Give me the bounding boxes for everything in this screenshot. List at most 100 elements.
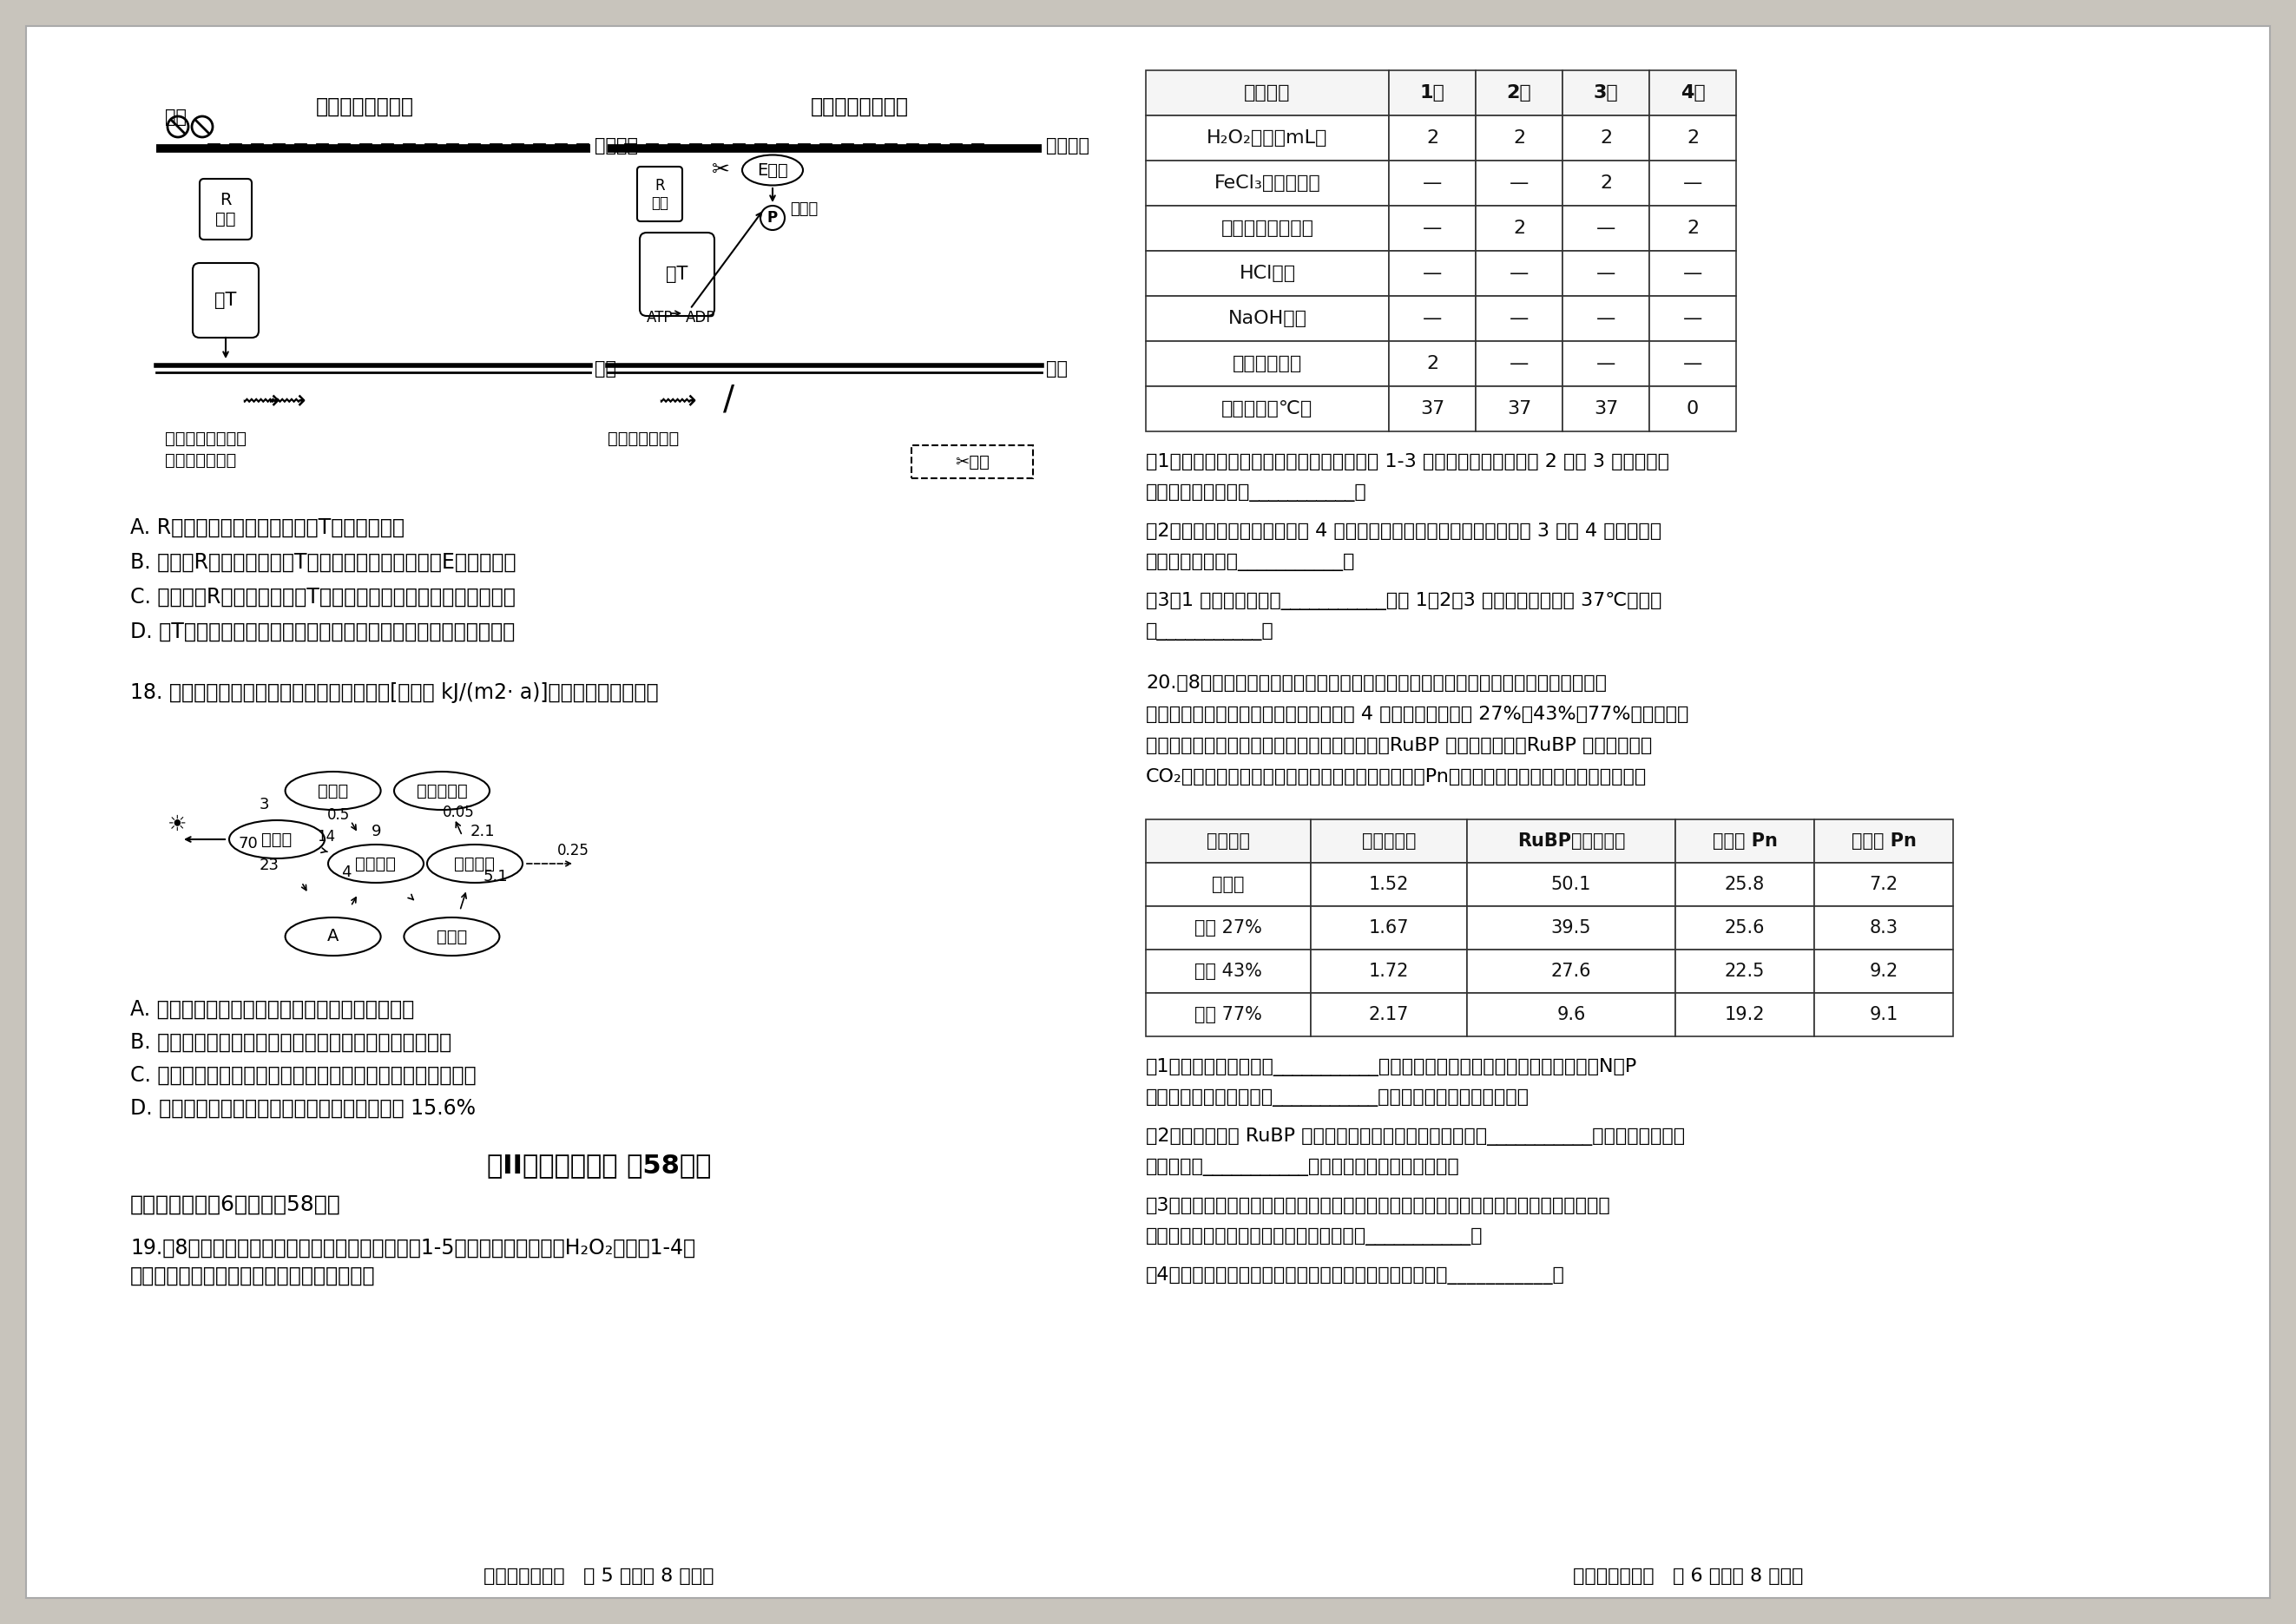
Text: 遮光 77%: 遮光 77%: [1194, 1005, 1263, 1023]
Text: 遮光 27%: 遮光 27%: [1194, 919, 1263, 937]
Text: —: —: [1424, 219, 1442, 237]
Text: 4: 4: [342, 864, 351, 880]
Text: 试管操作: 试管操作: [1244, 84, 1290, 102]
Text: —: —: [1508, 265, 1529, 283]
Text: 23: 23: [259, 857, 280, 874]
Bar: [1814, 906, 1954, 950]
Bar: [1389, 115, 1476, 161]
Text: 此可以得出的结论是___________。: 此可以得出的结论是___________。: [1146, 484, 1366, 502]
Bar: [1564, 161, 1649, 206]
Text: 在有乙烯的条件下: 在有乙烯的条件下: [315, 96, 413, 117]
Text: —: —: [1596, 310, 1616, 326]
Text: 25.6: 25.6: [1724, 919, 1766, 937]
Text: B. 乙烯与R蛋白结合后，酶T的活性被抑制，不能催化E蛋白磷酸化: B. 乙烯与R蛋白结合后，酶T的活性被抑制，不能催化E蛋白磷酸化: [131, 552, 517, 573]
Text: ADP: ADP: [687, 310, 716, 325]
Bar: [1564, 70, 1649, 115]
Text: 19.（8分）下表是验证酶的催化特性的几组实验，1-5号试管内装有等量的H₂O₂溶液，1-4号: 19.（8分）下表是验证酶的催化特性的几组实验，1-5号试管内装有等量的H₂O₂…: [131, 1237, 696, 1259]
Bar: [1146, 250, 1389, 296]
Text: 鲜肝研磨液（滴）: 鲜肝研磨液（滴）: [1221, 219, 1313, 237]
Text: 37: 37: [1506, 400, 1531, 417]
Bar: [1467, 862, 1676, 906]
Bar: [1146, 820, 1311, 862]
Text: 25.8: 25.8: [1724, 875, 1766, 893]
Text: 19.2: 19.2: [1724, 1005, 1766, 1023]
Text: —: —: [1508, 356, 1529, 372]
Text: （3）1 号试管的作用是___________，将 1、2、3 号试管温度控制在 37℃的原因: （3）1 号试管的作用是___________，将 1、2、3 号试管温度控制在…: [1146, 593, 1662, 611]
Bar: [1676, 820, 1814, 862]
Bar: [1389, 341, 1476, 387]
Text: 37: 37: [1593, 400, 1619, 417]
Bar: [1676, 992, 1814, 1036]
Text: 生产者: 生产者: [262, 831, 292, 848]
Text: 1号: 1号: [1419, 84, 1444, 102]
Text: 0.05: 0.05: [443, 804, 475, 820]
Text: RuBP羧化酶活性: RuBP羧化酶活性: [1518, 833, 1626, 849]
Text: 在植物体内可以用以合成___________等物质（至少列两种物质）。: 在植物体内可以用以合成___________等物质（至少列两种物质）。: [1146, 1090, 1529, 1108]
Text: 有乙烯生理反应: 有乙烯生理反应: [165, 451, 236, 469]
Text: 率逐渐提高。请根据表格内容分析其原因：___________。: 率逐渐提高。请根据表格内容分析其原因：___________。: [1146, 1228, 1483, 1246]
Text: 1.72: 1.72: [1368, 963, 1410, 979]
Bar: [1564, 206, 1649, 250]
Text: —: —: [1683, 356, 1701, 372]
Bar: [1476, 250, 1564, 296]
Text: —: —: [1508, 174, 1529, 192]
Text: 2: 2: [1688, 219, 1699, 237]
Bar: [1814, 992, 1954, 1036]
FancyBboxPatch shape: [641, 232, 714, 317]
Bar: [1146, 206, 1389, 250]
Text: 未利用: 未利用: [436, 929, 466, 945]
FancyBboxPatch shape: [193, 263, 259, 338]
Bar: [1146, 950, 1311, 992]
Bar: [1389, 206, 1476, 250]
Text: 二、非选择题（6小题，共58分）: 二、非选择题（6小题，共58分）: [131, 1194, 340, 1215]
Text: 内质网膜: 内质网膜: [1047, 136, 1088, 154]
Bar: [1467, 820, 1676, 862]
Text: （2）用带有火星的卫生香插入 4 号试管内，未出现复燃现象，通过对比 3 号和 4 号试管的实: （2）用带有火星的卫生香插入 4 号试管内，未出现复燃现象，通过对比 3 号和 …: [1146, 523, 1662, 539]
Text: 有机物输入: 有机物输入: [416, 783, 468, 799]
Bar: [1476, 341, 1564, 387]
Bar: [1467, 950, 1676, 992]
Text: 9.2: 9.2: [1869, 963, 1899, 979]
Bar: [1389, 70, 1476, 115]
Bar: [1476, 206, 1564, 250]
Text: A: A: [328, 929, 340, 945]
Bar: [1649, 206, 1736, 250]
Text: 50.1: 50.1: [1552, 875, 1591, 893]
Bar: [1146, 862, 1311, 906]
Bar: [1649, 387, 1736, 432]
Text: 2: 2: [1688, 130, 1699, 146]
Text: 酶T: 酶T: [666, 266, 689, 283]
Text: 保持温度（℃）: 保持温度（℃）: [1221, 400, 1313, 417]
Bar: [1649, 70, 1736, 115]
Bar: [1564, 296, 1649, 341]
Text: 在无乙烯的条件下: 在无乙烯的条件下: [810, 96, 909, 117]
FancyBboxPatch shape: [638, 167, 682, 221]
Bar: [1146, 70, 1389, 115]
Text: 20.（8分）农业生产中花生与玉米、小麦等作物间作、套种形成遮光问题。研究者将健: 20.（8分）农业生产中花生与玉米、小麦等作物间作、套种形成遮光问题。研究者将健: [1146, 674, 1607, 692]
Bar: [1467, 906, 1676, 950]
Text: E蛋白: E蛋白: [758, 162, 788, 179]
Bar: [1389, 250, 1476, 296]
Text: ✂: ✂: [712, 159, 730, 180]
Text: A. 流经该生态系统的总能量是生产者固定的太阳能: A. 流经该生态系统的总能量是生产者固定的太阳能: [131, 999, 413, 1020]
Text: —: —: [1683, 310, 1701, 326]
Text: 内质网膜: 内质网膜: [595, 136, 638, 154]
Text: NaOH溶液: NaOH溶液: [1228, 310, 1306, 326]
Text: 康、长势相同的花生幼苗若干随机均分为 4 组，设置遮光率为 27%、43%、77%、对照组。: 康、长势相同的花生幼苗若干随机均分为 4 组，设置遮光率为 27%、43%、77…: [1146, 706, 1688, 723]
FancyBboxPatch shape: [25, 26, 2271, 1598]
Text: 无乙烯生理反应: 无乙烯生理反应: [608, 430, 680, 447]
Text: （4）根据研究结果，请你对提高农作物产量提出合理建议___________。: （4）根据研究结果，请你对提高农作物产量提出合理建议___________。: [1146, 1267, 1566, 1285]
Text: —: —: [1596, 356, 1616, 372]
Text: 3: 3: [259, 797, 269, 812]
Text: 第II卷（非选择题 共58分）: 第II卷（非选择题 共58分）: [487, 1153, 712, 1177]
Text: D. 酶T活性丧失的组合突变体在无乙烯的条件下出现无乙烯生理反应: D. 酶T活性丧失的组合突变体在无乙烯的条件下出现无乙烯生理反应: [131, 622, 514, 643]
Bar: [1649, 296, 1736, 341]
Text: （1）对照组应设条件为___________。实验过程中要提供氮肥、磷肥等无机盐，N、P: （1）对照组应设条件为___________。实验过程中要提供氮肥、磷肥等无机盐…: [1146, 1059, 1637, 1077]
Text: —: —: [1424, 310, 1442, 326]
Bar: [1146, 115, 1389, 161]
Bar: [1476, 387, 1564, 432]
Bar: [1676, 906, 1814, 950]
Bar: [1676, 950, 1814, 992]
Text: 乙烯响应基因表达: 乙烯响应基因表达: [165, 430, 246, 447]
Text: 蒸馏水（滴）: 蒸馏水（滴）: [1233, 356, 1302, 372]
